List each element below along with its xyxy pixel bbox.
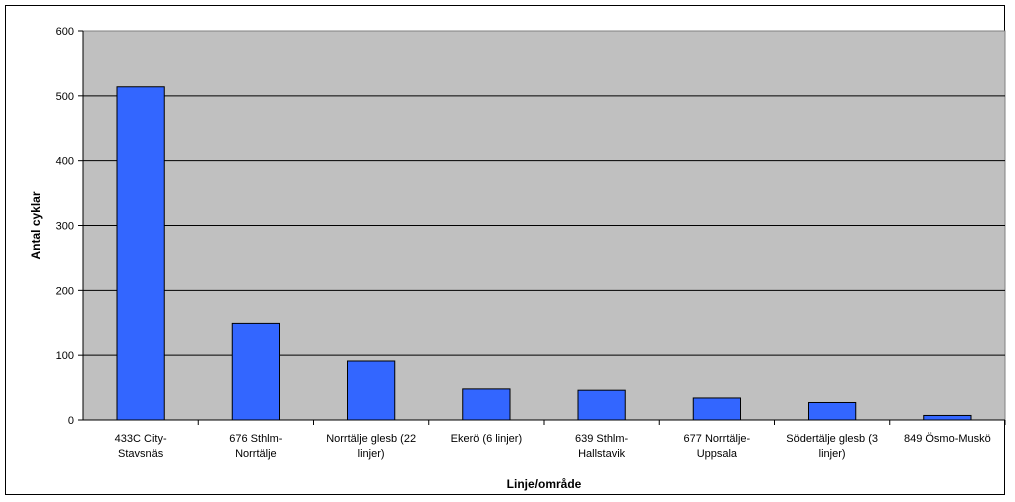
y-tick-label: 500 [56,91,74,103]
x-tick-label-line: Södertälje glesb (3 [786,433,878,445]
bar [231,322,281,421]
x-tick-label: Ekerö (6 linjer) [451,433,523,445]
x-tick-label-line: Norrtälje [235,448,277,460]
x-tick-label-line: Ekerö (6 linjer) [451,433,523,445]
x-tick-label: 433C City- Stavsnäs [115,433,167,460]
x-tick-label-line: 677 Norrtälje- [684,433,751,445]
x-tick-label: 677 Norrtälje- Uppsala [684,433,751,460]
x-tick-label-line: Uppsala [697,448,738,460]
x-tick-label: 849 Ösmo-Muskö [904,433,991,445]
x-tick-label: Södertälje glesb (3 linjer) [786,433,878,460]
x-axis-title: Linje/område [507,477,582,491]
x-tick-label-line: 433C City- [115,433,167,445]
x-tick-label-line: Stavsnäs [118,448,164,460]
y-tick-label: 600 [56,26,74,38]
x-tick-label-line: Norrtälje glesb (22 [326,433,416,445]
y-tick-label: 0 [68,415,74,427]
bar [807,401,857,421]
x-tick-label: 676 Sthlm- Norrtälje [229,433,283,460]
x-tick-label-line: linjer) [358,448,385,460]
bar [692,397,742,421]
bar [346,360,396,421]
y-tick-label: 400 [56,156,74,168]
x-tick-label-line: Hallstavik [578,448,626,460]
y-axis-title: Antal cyklar [29,191,43,259]
y-tick-label: 100 [56,350,74,362]
bar [116,86,165,421]
y-tick-label: 300 [56,221,74,233]
bar [577,389,626,421]
x-tick-label: Norrtälje glesb (22 linjer) [326,433,416,460]
x-tick-label: 639 Sthlm- Hallstavik [575,433,629,460]
x-tick-label-line: 676 Sthlm- [229,433,283,445]
bar [462,388,511,421]
y-tick-label: 200 [56,285,74,297]
x-tick-label-line: 849 Ösmo-Muskö [904,433,991,445]
bar [923,414,972,421]
x-tick-label-line: 639 Sthlm- [575,433,629,445]
x-tick-label-line: linjer) [819,448,846,460]
